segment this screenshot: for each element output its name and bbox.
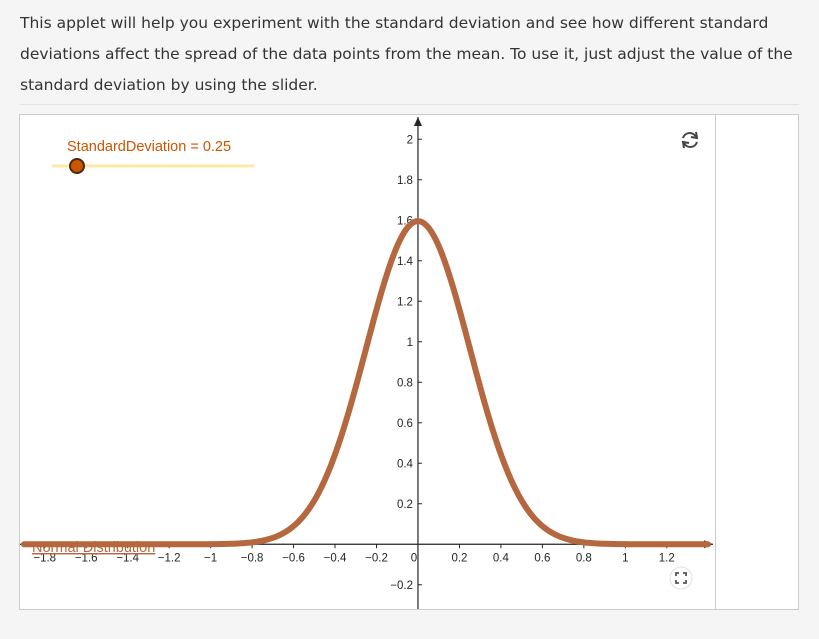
x-tick-label: −1.4 [116,552,139,564]
x-tick-label: −0.6 [282,552,305,564]
intro-line-3: standard deviation by using the slider. [20,76,318,94]
intro-line-1: This applet will help you experiment wit… [20,14,769,32]
y-tick-label: 1.8 [397,175,413,187]
divider [20,104,799,105]
intro-line-2: deviations affect the spread of the data… [20,45,793,63]
slider-handle[interactable] [69,158,85,174]
x-tick-label: −0.8 [241,552,264,564]
x-tick-label: 0.8 [576,552,592,564]
y-axis-ticks: −0.20.20.40.60.811.21.41.61.82 [390,134,422,592]
geogebra-applet[interactable]: −1.8 −1.6 −1.4 −1.2 −1 −0.8 −0.6 −0.4 −0.2 0 0.2 0.… [19,114,716,610]
x-tick-label: 0.6 [534,552,550,564]
slider-label[interactable]: StandardDeviation = 0.25 [67,139,231,155]
x-tick-label: −1.2 [158,552,181,564]
axes [20,117,713,609]
graphics-view[interactable]: −1.8 −1.6 −1.4 −1.2 −1 −0.8 −0.6 −0.4 −0.2 0 0.2 0.… [20,115,715,609]
y-tick-label: −0.2 [390,580,413,592]
y-tick-label: 1.4 [397,256,414,268]
normal-distribution-curve[interactable] [21,218,711,548]
reset-icon[interactable] [681,131,699,149]
x-tick-label: −0.2 [365,552,388,564]
x-axis-ticks: −1.8 −1.6 −1.4 −1.2 −1 −0.8 −0.6 −0.4 −0.2 0 0.2 0.… [33,544,675,564]
y-tick-label: 1.2 [397,296,413,308]
side-panel [716,114,799,610]
y-tick-label: 0.8 [397,377,413,389]
y-tick-label: 0.4 [397,458,414,470]
y-tick-label: 1 [407,337,413,349]
x-tick-label: 1.2 [659,552,675,564]
x-tick-label: 1 [622,552,628,564]
y-tick-label: 0.2 [397,499,413,511]
x-tick-label: −1.8 [33,552,56,564]
curve-label[interactable]: Normal Distribution [32,540,155,556]
x-tick-label: 0.4 [493,552,510,564]
fullscreen-icon [675,572,687,584]
x-tick-label: −1.6 [75,552,98,564]
x-tick-label: −1 [204,552,217,564]
x-tick-label: −0.4 [324,552,347,564]
y-tick-label: 0.6 [397,418,413,430]
fullscreen-button[interactable] [669,566,693,590]
x-tick-label: 0 [411,552,417,564]
x-tick-label: 0.2 [451,552,467,564]
y-tick-label: 2 [407,134,413,146]
intro-text: This applet will help you experiment wit… [20,8,800,101]
